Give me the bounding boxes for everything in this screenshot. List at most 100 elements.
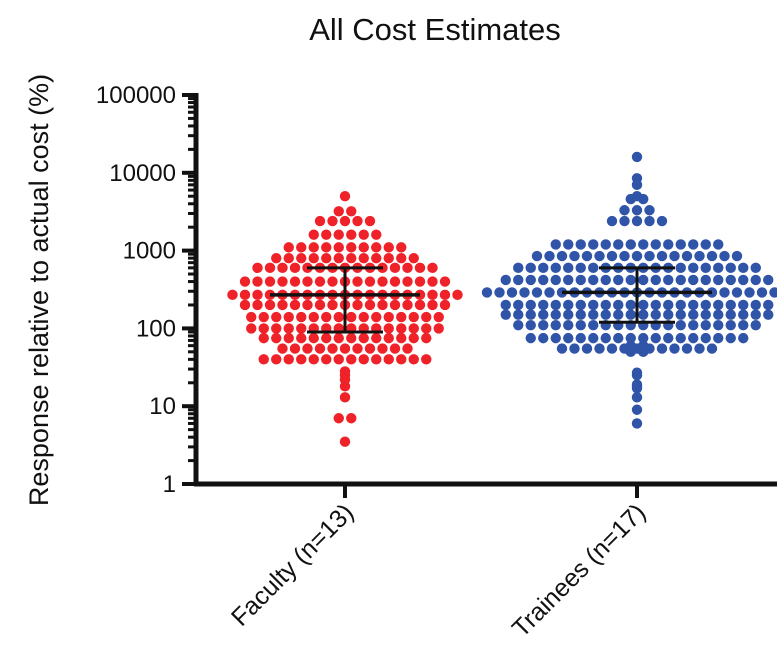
data-point xyxy=(358,229,369,240)
data-point xyxy=(588,309,599,320)
data-point xyxy=(439,276,451,287)
data-point xyxy=(352,276,363,287)
data-point xyxy=(402,343,413,354)
data-point xyxy=(389,299,401,311)
data-point xyxy=(575,299,586,311)
data-point xyxy=(606,215,618,227)
data-point xyxy=(663,239,674,250)
data-point xyxy=(538,332,549,344)
data-point xyxy=(396,242,407,253)
data-point xyxy=(414,299,426,311)
data-point xyxy=(358,242,369,253)
data-point xyxy=(289,262,301,274)
data-point xyxy=(713,319,724,331)
data-point xyxy=(569,343,580,354)
data-point xyxy=(688,319,699,331)
data-point xyxy=(650,274,661,286)
data-point xyxy=(719,287,730,298)
data-point xyxy=(713,299,724,311)
data-point xyxy=(750,299,761,311)
data-point xyxy=(663,299,674,311)
data-point xyxy=(688,309,699,320)
data-point xyxy=(581,343,593,354)
data-point xyxy=(500,309,511,320)
data-point xyxy=(314,215,326,227)
data-point xyxy=(402,262,413,274)
data-point xyxy=(588,319,599,331)
data-point xyxy=(264,299,276,311)
data-point xyxy=(396,332,407,344)
data-point xyxy=(713,274,724,286)
data-point xyxy=(252,262,263,274)
data-point xyxy=(402,276,413,287)
data-point xyxy=(713,262,724,274)
data-point xyxy=(613,332,624,344)
data-point xyxy=(339,215,351,227)
data-point xyxy=(277,276,288,287)
data-point xyxy=(302,343,313,354)
data-point xyxy=(625,239,636,250)
data-point xyxy=(494,287,505,298)
data-point xyxy=(731,287,743,298)
data-point xyxy=(377,343,388,354)
data-point xyxy=(581,250,593,262)
data-point xyxy=(396,354,407,365)
data-point xyxy=(550,299,561,311)
data-point xyxy=(327,215,338,227)
data-point xyxy=(289,276,301,287)
data-point xyxy=(308,252,319,264)
data-point xyxy=(688,239,699,250)
data-point xyxy=(296,242,307,253)
data-point xyxy=(339,366,351,377)
data-point xyxy=(750,309,761,320)
data-point xyxy=(246,323,257,334)
data-point xyxy=(594,250,605,262)
data-point xyxy=(364,276,376,287)
data-point xyxy=(321,252,332,264)
data-point xyxy=(352,299,363,311)
data-point xyxy=(738,332,749,344)
y-tick-label: 1000 xyxy=(123,238,176,265)
data-point xyxy=(371,354,382,365)
data-point xyxy=(296,354,307,365)
data-point xyxy=(763,309,774,320)
data-point xyxy=(402,299,413,311)
y-tick-label: 100000 xyxy=(96,82,176,109)
data-point xyxy=(513,309,524,320)
data-point xyxy=(333,206,344,217)
data-point xyxy=(625,274,636,286)
data-point xyxy=(675,299,686,311)
data-point xyxy=(346,332,357,344)
data-point xyxy=(283,311,294,323)
data-point xyxy=(408,311,419,323)
data-point xyxy=(513,274,524,286)
data-point xyxy=(675,262,686,274)
data-point xyxy=(675,332,686,344)
data-point xyxy=(563,262,574,274)
data-point xyxy=(308,354,319,365)
data-point xyxy=(439,299,451,311)
data-point xyxy=(719,250,730,262)
data-point xyxy=(346,311,357,323)
data-point xyxy=(500,299,511,311)
data-point xyxy=(638,299,649,311)
data-point xyxy=(383,242,394,253)
data-point xyxy=(531,287,543,298)
data-point xyxy=(563,274,574,286)
data-point xyxy=(227,289,238,301)
data-point xyxy=(346,206,357,217)
data-point xyxy=(563,299,574,311)
data-point xyxy=(389,276,401,287)
data-point xyxy=(750,274,761,286)
data-point xyxy=(631,404,643,415)
data-point xyxy=(750,262,761,274)
data-point xyxy=(538,319,549,331)
data-point xyxy=(606,250,618,262)
data-point xyxy=(656,215,668,227)
data-point xyxy=(525,262,536,274)
data-point xyxy=(396,311,407,323)
data-point xyxy=(421,311,432,323)
data-point xyxy=(439,289,451,301)
data-point xyxy=(538,309,549,320)
data-point xyxy=(333,332,344,344)
